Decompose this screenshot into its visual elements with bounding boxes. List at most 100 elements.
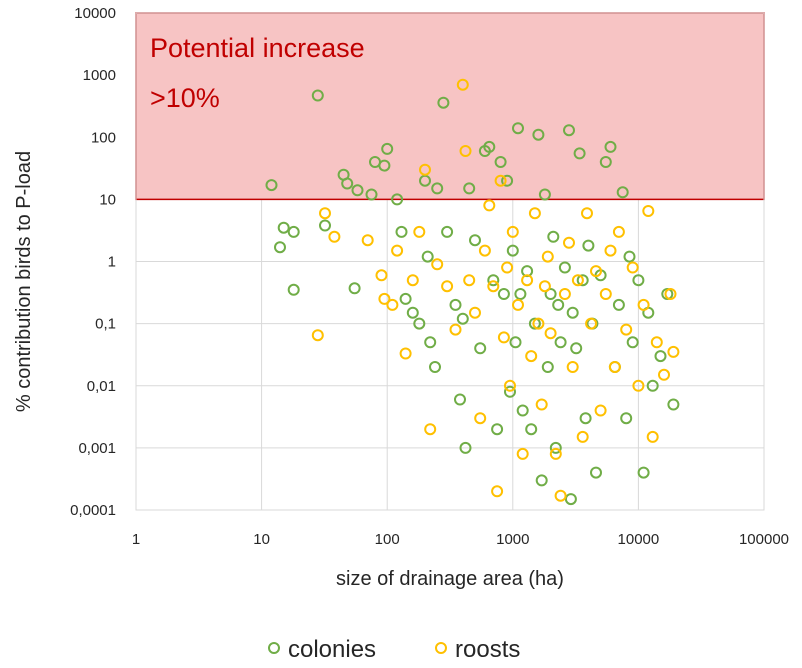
roosts-point [650, 336, 663, 349]
roosts-point [658, 368, 670, 381]
y-tick-label: 10000 [74, 5, 116, 22]
colonies-point [319, 219, 331, 232]
legend-label-roosts: roosts [455, 636, 520, 663]
colonies-point [654, 350, 667, 363]
roosts-point [571, 274, 584, 287]
roosts-point [521, 274, 534, 287]
roosts-point [620, 323, 633, 336]
roosts-point [399, 347, 412, 360]
colonies-point [579, 412, 592, 425]
colonies-point [351, 184, 364, 197]
colonies-point [265, 179, 278, 192]
roosts-point [541, 250, 554, 263]
colonies-point [287, 283, 300, 296]
colonies-point [538, 188, 551, 201]
y-axis-ticks: 0,0001 0,001 0,01 0,1 1 10 100 1000 10000 [70, 5, 116, 519]
x-tick-label: 100000 [739, 531, 789, 548]
roosts-point [501, 261, 514, 274]
roosts-point [469, 306, 481, 319]
roosts-point [506, 225, 519, 238]
roosts-point [449, 323, 462, 336]
colonies-point [626, 336, 639, 349]
roosts-point [646, 430, 659, 443]
colonies-point [612, 298, 625, 311]
colonies-point [437, 96, 450, 109]
colonies-point [491, 423, 504, 436]
roosts-point [441, 280, 454, 293]
roosts-point [375, 269, 388, 282]
colonies-point [413, 317, 426, 330]
colonies-point [311, 89, 324, 102]
y-tick-label: 0,001 [78, 440, 116, 457]
colonies-point [623, 250, 636, 263]
legend-marker-colonies [268, 642, 280, 654]
colonies-point [632, 274, 645, 287]
colonies-point [582, 239, 595, 252]
colonies-point [620, 412, 633, 425]
colonies-point [525, 423, 538, 436]
roosts-point [566, 361, 579, 373]
roosts-point [532, 317, 545, 330]
roosts-point [424, 423, 437, 436]
colonies-point [454, 393, 466, 406]
colonies-point [509, 336, 522, 349]
roosts-point [549, 447, 562, 460]
colonies-point [365, 188, 378, 201]
x-tick-label: 10 [253, 531, 270, 548]
colonies-point [501, 174, 514, 187]
colonies-point [616, 186, 629, 199]
roosts-point [328, 230, 341, 243]
roosts-point [642, 205, 655, 217]
colonies-point [516, 404, 529, 417]
roosts-point [413, 225, 426, 238]
colonies-point [341, 177, 354, 190]
colonies-point [378, 159, 391, 172]
roosts-point [361, 234, 374, 247]
colonies-point [441, 225, 454, 238]
roosts-point [581, 207, 593, 220]
roosts-point [535, 398, 548, 411]
roosts-point [554, 489, 567, 502]
colonies-point [381, 142, 394, 155]
legend-label-colonies: colonies [288, 636, 376, 663]
roosts-point [538, 280, 551, 293]
colonies-point [590, 466, 602, 479]
y-tick-label: 1 [108, 254, 116, 271]
roosts-point [319, 207, 331, 220]
colonies-point [399, 292, 412, 305]
x-tick-label: 100 [375, 531, 400, 548]
roosts-point [612, 225, 625, 238]
roosts-point [576, 430, 589, 443]
y-tick-label: 0,01 [87, 378, 116, 395]
roosts-point [599, 288, 612, 300]
roosts-point [632, 379, 645, 392]
colonies-point [541, 361, 554, 373]
colonies-point [406, 306, 419, 319]
colonies-point [532, 128, 545, 141]
roosts-point [497, 331, 510, 344]
roosts-point [604, 244, 617, 257]
colonies-point [667, 398, 680, 411]
colonies-point [497, 288, 510, 300]
colonies-point [506, 244, 519, 257]
roosts-point [563, 236, 575, 249]
roosts-point [667, 345, 680, 358]
colonies-point [424, 336, 437, 349]
roosts-point [311, 329, 324, 342]
y-tick-label: 1000 [83, 67, 116, 84]
x-axis-label: size of drainage area (ha) [336, 568, 564, 590]
colonies-point [504, 385, 516, 398]
colonies-point [287, 225, 300, 238]
colonies-point [573, 147, 586, 160]
colonies-point [391, 193, 404, 206]
roosts-point [463, 274, 476, 287]
colonies-point [646, 379, 659, 392]
annotation-line-2: >10% [150, 83, 220, 113]
roosts-point [504, 379, 516, 392]
roosts-point [378, 292, 391, 305]
roosts-point [585, 317, 598, 330]
annotation-line-1: Potential increase [150, 33, 365, 63]
y-tick-label: 0,1 [95, 316, 116, 333]
colonies-point [549, 441, 562, 454]
